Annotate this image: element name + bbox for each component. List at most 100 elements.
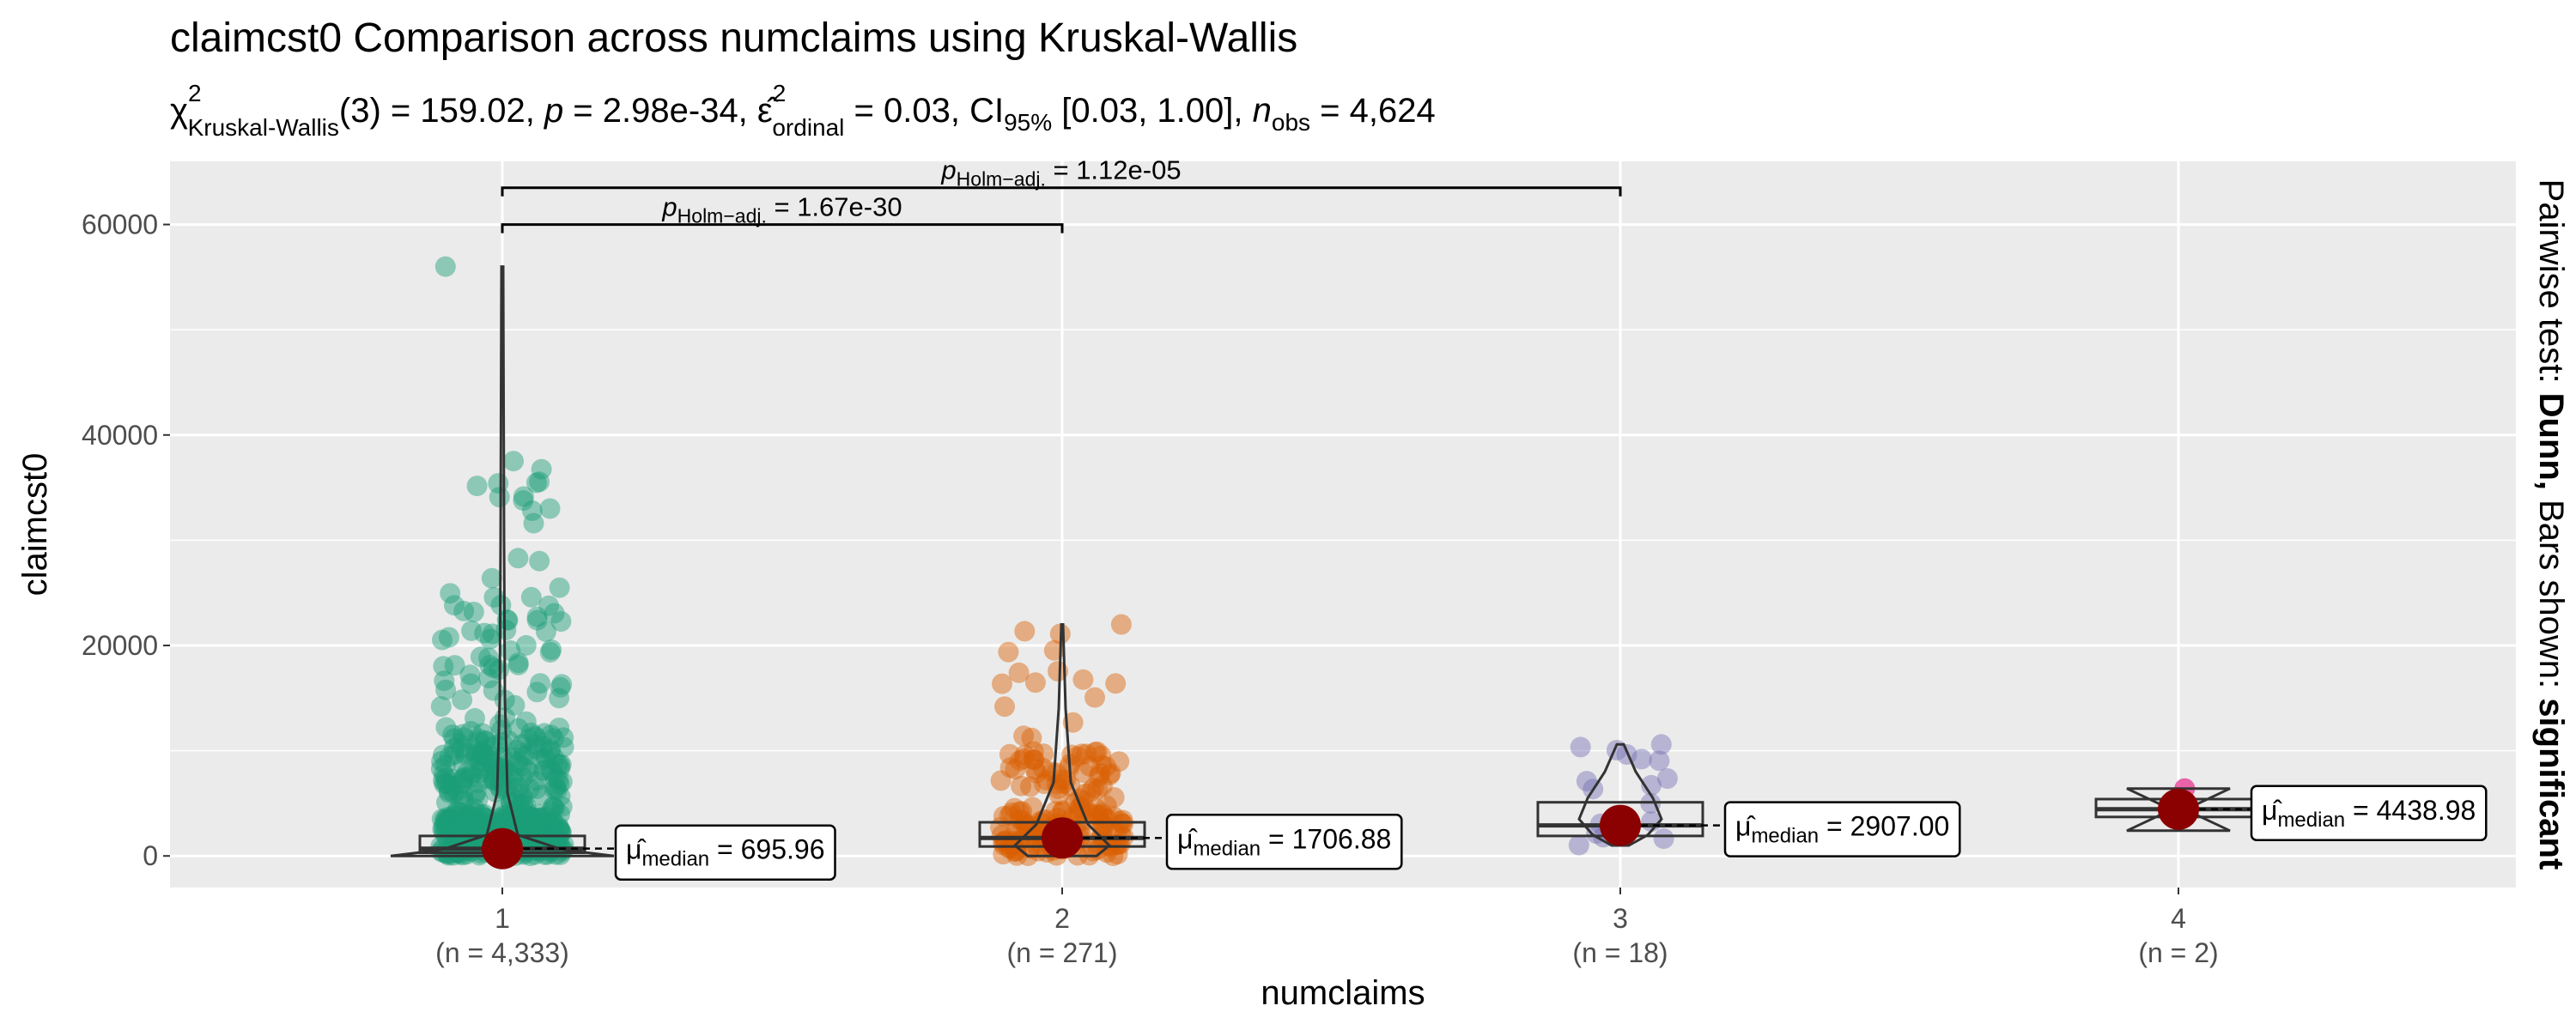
data-point: [464, 797, 485, 819]
data-point: [452, 772, 473, 794]
data-point: [553, 727, 574, 748]
data-point: [471, 723, 493, 744]
data-point: [431, 809, 453, 830]
data-point: [1013, 725, 1035, 747]
data-point: [448, 732, 470, 754]
data-point: [1023, 749, 1044, 770]
data-point: [1091, 754, 1113, 776]
data-point: [486, 762, 507, 784]
caption: Pairwise test: Dunn, Bars shown: signifi…: [2532, 179, 2570, 870]
data-point: [1094, 815, 1115, 836]
data-point: [463, 802, 484, 823]
data-point: [444, 744, 465, 766]
data-point: [452, 768, 473, 790]
data-point: [440, 810, 461, 832]
data-point: [528, 808, 550, 829]
median-value: = 2907.00: [1819, 811, 1949, 842]
data-point: [435, 818, 457, 839]
data-point: [494, 758, 515, 779]
data-point: [497, 609, 519, 631]
data-point: [1109, 751, 1130, 772]
data-point: [434, 812, 456, 833]
data-point: [470, 646, 491, 668]
data-point: [444, 728, 465, 749]
data-point: [1103, 787, 1125, 808]
data-point: [443, 809, 465, 831]
data-point: [433, 656, 454, 677]
median-label: μ̂median = 1706.88: [1165, 814, 1403, 870]
data-point: [530, 807, 551, 828]
data-point: [443, 816, 465, 838]
data-point: [467, 772, 489, 793]
data-point: [1096, 756, 1117, 777]
data-point: [447, 802, 468, 823]
data-point: [544, 603, 565, 624]
data-point: [1017, 815, 1038, 837]
data-point: [442, 814, 464, 835]
data-point: [481, 736, 502, 758]
data-point: [511, 734, 532, 755]
y-tick-label: 0: [143, 840, 158, 871]
data-point: [526, 809, 547, 831]
median-label-box: [2250, 785, 2488, 842]
data-point: [512, 755, 533, 777]
data-point: [540, 759, 562, 780]
data-point: [434, 823, 455, 845]
data-point: [467, 815, 489, 836]
data-point: [489, 808, 510, 829]
data-point: [465, 809, 486, 830]
data-point: [453, 754, 474, 775]
data-point: [533, 742, 554, 764]
data-point: [492, 798, 513, 820]
data-point: [998, 838, 1019, 859]
data-point: [443, 737, 465, 759]
data-point: [549, 718, 570, 738]
data-point: [523, 512, 544, 534]
data-point: [437, 816, 459, 838]
data-point: [532, 760, 553, 781]
data-point: [545, 777, 567, 798]
data-point: [999, 805, 1020, 827]
data-point: [547, 827, 568, 849]
data-point: [516, 759, 538, 780]
data-point: [465, 781, 487, 803]
group-count-label: (n = 271): [1007, 937, 1118, 968]
data-point: [464, 817, 485, 839]
data-point: [523, 818, 544, 839]
data-point: [990, 816, 1011, 838]
data-point: [549, 754, 570, 775]
data-point: [531, 785, 552, 806]
data-point: [549, 577, 570, 598]
data-point: [526, 738, 547, 760]
data-point: [1641, 774, 1662, 796]
data-point: [467, 789, 489, 810]
data-point: [1009, 750, 1030, 772]
data-point: [519, 805, 540, 827]
median-label-text: μ̂median = 2907.00: [1735, 811, 1949, 848]
significance-label: pHolm−adj. = 1.12e-05: [940, 155, 1181, 191]
data-point: [541, 817, 562, 839]
data-point: [1013, 748, 1035, 770]
data-point: [540, 739, 562, 760]
data-point: [532, 815, 554, 836]
data-point: [1649, 750, 1670, 772]
data-point: [1024, 749, 1045, 771]
data-point: [435, 717, 457, 738]
data-point: [1103, 845, 1124, 867]
data-point: [500, 747, 521, 768]
data-point: [538, 595, 560, 616]
data-point: [506, 810, 527, 832]
data-point: [539, 498, 561, 519]
data-point: [458, 804, 479, 825]
y-tick-label: 60000: [82, 209, 158, 240]
data-point: [482, 623, 503, 645]
data-point: [471, 741, 493, 762]
data-point: [444, 595, 465, 616]
data-point: [455, 742, 477, 764]
data-point: [992, 673, 1012, 694]
data-point: [551, 796, 573, 817]
data-point: [496, 609, 518, 630]
data-point: [1091, 803, 1113, 824]
data-point: [507, 548, 529, 569]
data-point: [432, 629, 453, 651]
